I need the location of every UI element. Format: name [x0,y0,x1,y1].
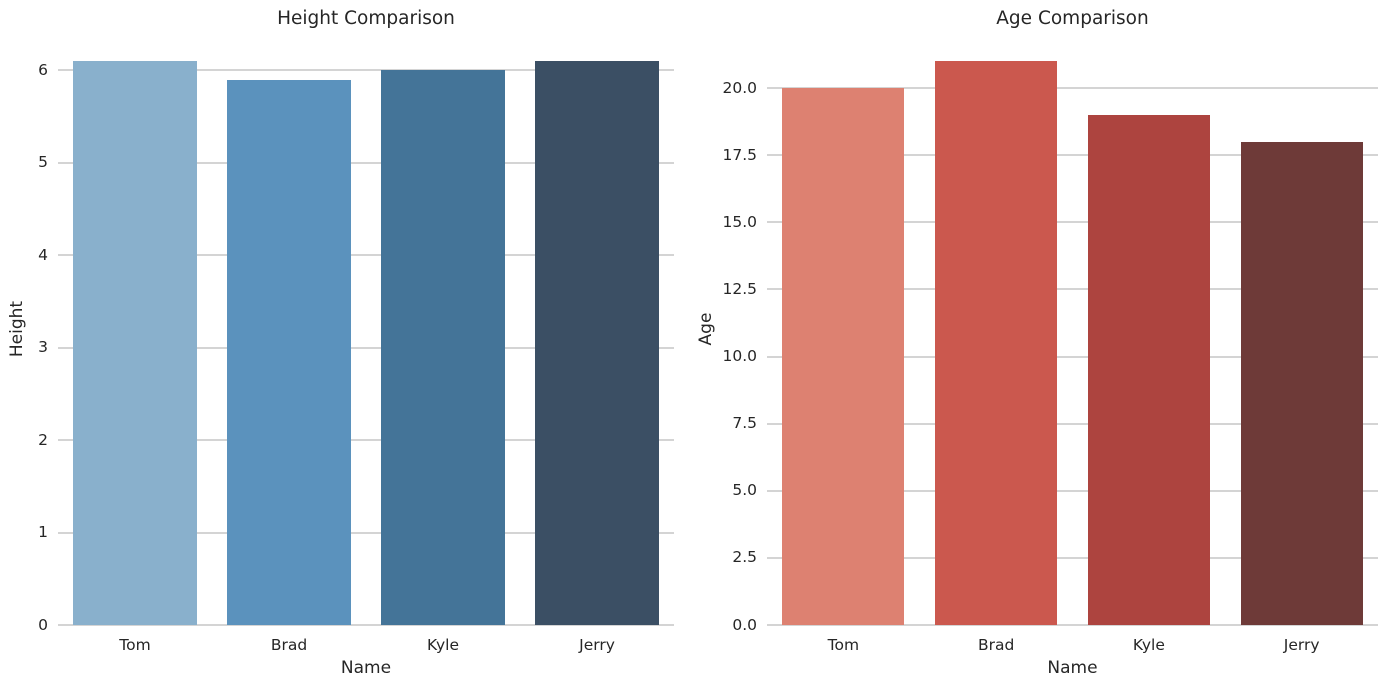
bar-tom [73,61,197,625]
y-tick-label: 2 [38,430,48,449]
y-tick-label: 6 [38,60,48,79]
y-tick-label: 12.5 [722,279,757,298]
x-tick-label: Jerry [579,636,615,654]
gridline [58,531,674,534]
bar-jerry [1240,141,1363,625]
x-tick-label: Tom [827,636,860,654]
y-tick-label: 2.5 [732,548,757,567]
plot-area: 0.0 2.5 5.0 7.5 10.0 12.5 15.0 17.5 20.0 Tom Brad K… [722,33,1378,654]
chart-title: Height Comparison [277,8,455,29]
gridline [58,624,674,626]
plot-area: 0 1 2 3 4 5 6 Tom Brad Kyle Jerry [38,33,674,654]
y-tick-label: 15.0 [722,212,757,231]
x-tick-label: Kyle [1132,636,1165,654]
y-tick-label: 7.5 [732,413,757,432]
gridline [767,489,1378,492]
x-tick-label: Jerry [1283,636,1320,654]
y-tick-label: 3 [38,337,48,356]
bar-tom [782,88,905,625]
y-tick-label: 1 [38,522,48,541]
gridline [58,439,674,442]
y-tick-label: 0 [38,615,48,634]
gridline [767,154,1378,157]
y-tick-label: 17.5 [722,145,757,164]
gridline [58,254,674,257]
gridline [58,69,674,72]
x-tick-label: Tom [119,636,151,654]
gridline [767,422,1378,425]
gridline [767,221,1378,224]
y-tick-label: 5 [38,153,48,172]
bar-brad [227,79,351,625]
y-axis-label: Age [696,312,716,346]
gridline [767,556,1378,559]
gridline [767,288,1378,291]
x-tick-label: Brad [270,636,308,654]
y-tick-label: 10.0 [722,346,757,365]
x-axis-label: Name [1047,658,1098,678]
y-tick-label: 20.0 [722,78,757,97]
y-tick-label: 4 [38,245,48,264]
y-tick-label: 0.0 [732,615,757,634]
chart-title: Age Comparison [996,8,1149,29]
gridline [58,346,674,349]
gridline [58,161,674,164]
gridline [767,624,1378,626]
gridline [767,87,1378,90]
bar-jerry [535,61,659,625]
gridline [767,355,1378,358]
x-tick-label: Brad [977,636,1015,654]
x-axis-label: Name [340,658,392,678]
bar-kyle [381,70,505,625]
bar-brad [935,61,1058,625]
x-tick-label: Kyle [426,636,460,654]
y-tick-label: 5.0 [732,481,757,500]
bar-kyle [1087,114,1210,625]
